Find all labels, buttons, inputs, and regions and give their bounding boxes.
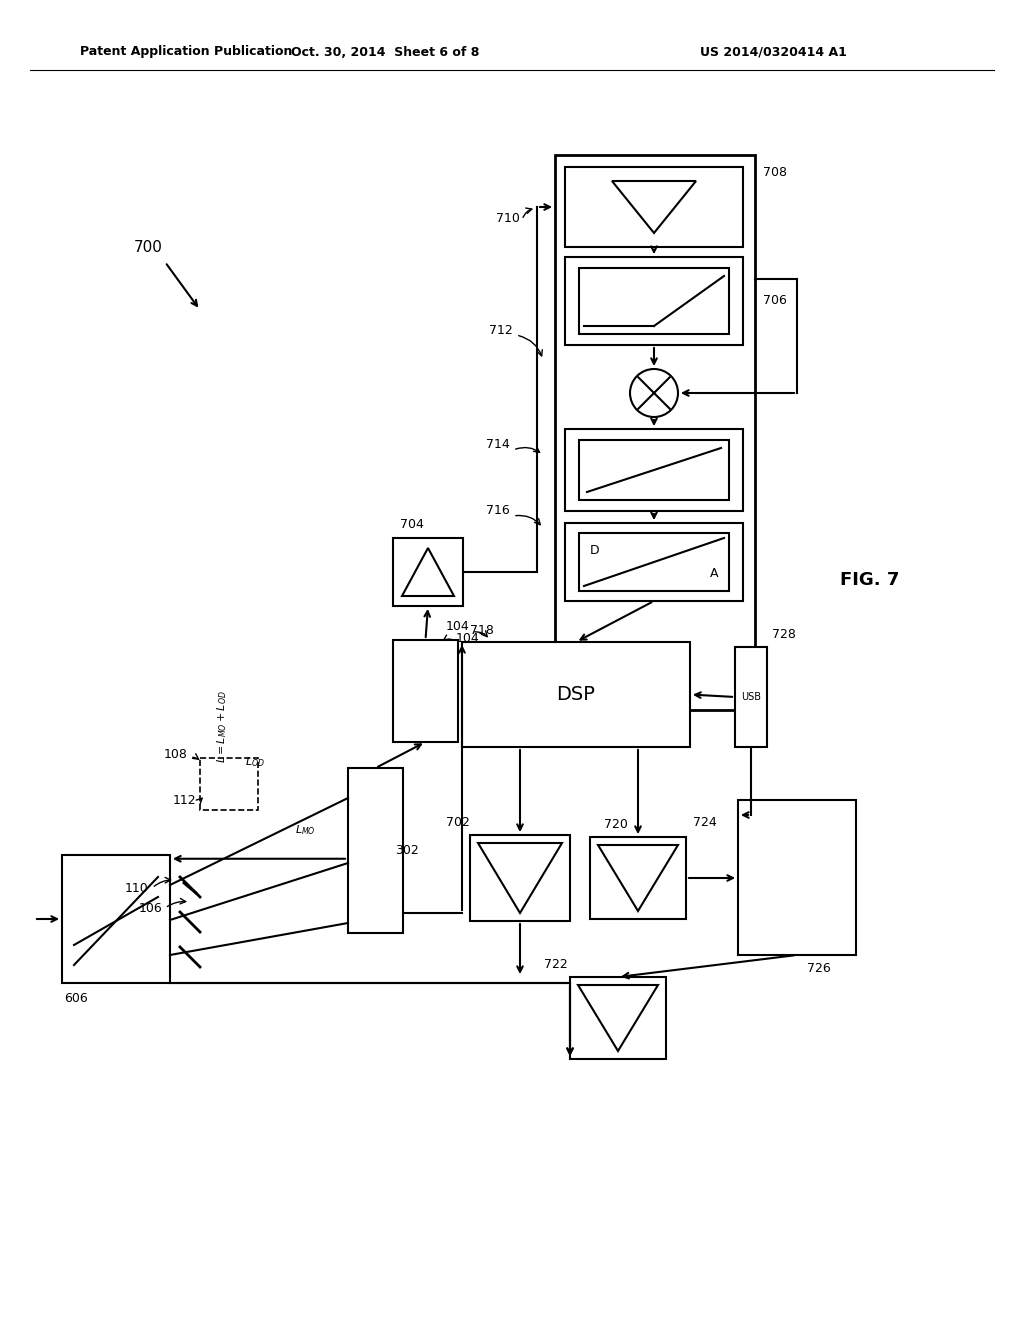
Text: 724: 724 (693, 817, 717, 829)
Text: $L_{OD}$: $L_{OD}$ (245, 755, 265, 768)
Text: Patent Application Publication: Patent Application Publication (80, 45, 293, 58)
Bar (570, 977, 666, 1059)
Text: 706: 706 (763, 294, 786, 308)
Bar (200, 758, 258, 810)
Text: 704: 704 (400, 517, 424, 531)
Bar (565, 429, 743, 511)
Bar (735, 647, 767, 747)
Bar (579, 268, 729, 334)
Text: $L_{MO}$: $L_{MO}$ (295, 824, 315, 837)
Bar (590, 837, 686, 919)
Bar (565, 523, 743, 601)
Text: FIG. 7: FIG. 7 (841, 572, 900, 589)
Text: 712: 712 (489, 323, 513, 337)
Text: 108: 108 (164, 748, 188, 762)
Bar (393, 640, 458, 742)
Bar (462, 642, 690, 747)
Text: 710: 710 (496, 211, 520, 224)
Text: $L = L_{MO} + L_{OD}$: $L = L_{MO} + L_{OD}$ (215, 690, 228, 763)
Text: US 2014/0320414 A1: US 2014/0320414 A1 (700, 45, 847, 58)
Text: 722: 722 (544, 958, 568, 972)
Text: DSP: DSP (557, 685, 595, 704)
Text: 112: 112 (172, 793, 196, 807)
Bar (565, 168, 743, 247)
Text: 700: 700 (133, 240, 163, 256)
Bar (393, 539, 463, 606)
Text: 720: 720 (604, 818, 628, 832)
Text: 606: 606 (63, 993, 88, 1006)
Bar (579, 533, 729, 591)
Bar (555, 154, 755, 710)
Text: 714: 714 (486, 438, 510, 451)
Text: 718: 718 (470, 623, 494, 636)
Bar (62, 855, 170, 983)
Text: 728: 728 (772, 628, 796, 642)
Text: 104: 104 (456, 631, 480, 644)
Text: USB: USB (741, 692, 761, 702)
Text: A: A (710, 568, 718, 579)
Text: Oct. 30, 2014  Sheet 6 of 8: Oct. 30, 2014 Sheet 6 of 8 (291, 45, 479, 58)
Bar (738, 800, 856, 954)
Text: 104: 104 (445, 619, 469, 632)
Text: D: D (590, 544, 600, 557)
Bar (470, 836, 570, 921)
Bar (579, 440, 729, 500)
Text: 110: 110 (124, 882, 148, 895)
Text: 716: 716 (486, 503, 510, 516)
Text: 726: 726 (807, 962, 830, 975)
Text: 702: 702 (446, 817, 470, 829)
Text: 106: 106 (138, 902, 162, 915)
Bar (565, 257, 743, 345)
Text: 708: 708 (763, 166, 787, 180)
Bar (348, 768, 403, 933)
Text: 302: 302 (395, 843, 419, 857)
